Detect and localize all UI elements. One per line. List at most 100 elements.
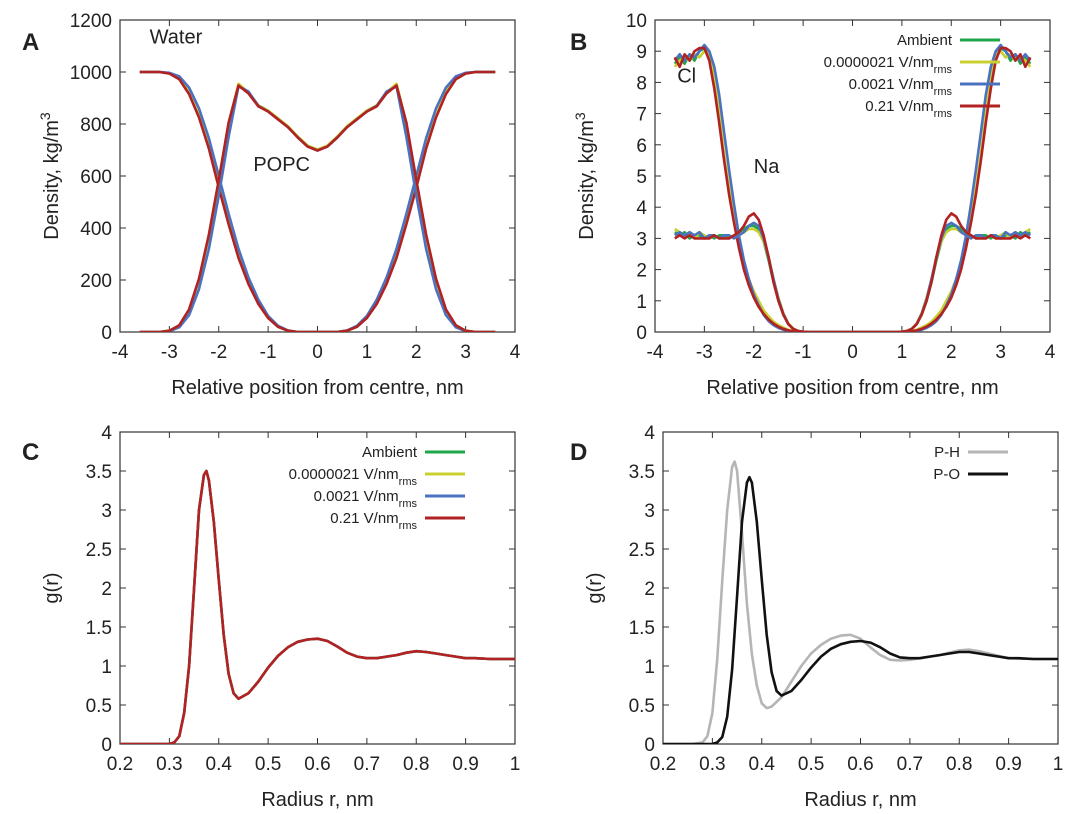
x-tick-label: 2 bbox=[946, 342, 957, 363]
y-tick-label: 4 bbox=[101, 423, 112, 444]
y-axis-label: g(r) bbox=[41, 572, 63, 603]
panel-b: B -4 -3 -2 -1 0 1 2 3 4 0 1 2 3 4 5 6 7 8 9 10 Relative posit… bbox=[570, 11, 1056, 399]
y-tick-label: 10 bbox=[626, 11, 647, 32]
legend-label: Ambient bbox=[897, 32, 953, 49]
y-axis-label: Density, kg/m3 bbox=[572, 112, 598, 240]
y-tick-label: 0 bbox=[636, 323, 647, 344]
panel-c: C 0.2 0.3 0.4 0.5 0.6 0.7 0.8 0.9 1 0 0.5 1 1.5 2 2.5 3 3… bbox=[22, 423, 520, 811]
x-tick-label: 0.9 bbox=[995, 754, 1021, 775]
y-tick-label: 1200 bbox=[70, 11, 112, 32]
x-tick-label: 0.3 bbox=[699, 754, 725, 775]
y-tick-label: 6 bbox=[636, 136, 647, 157]
y-tick-label: 3 bbox=[101, 501, 112, 522]
legend-label: P-H bbox=[934, 444, 960, 461]
x-tick-label: 1 bbox=[362, 342, 373, 363]
y-tick-label: 200 bbox=[80, 271, 112, 292]
y-tick-label: 4 bbox=[644, 423, 655, 444]
series-line-3 bbox=[120, 469, 515, 744]
y-tick-label: 8 bbox=[636, 73, 647, 94]
legend-label: 0.0000021 V/nmrms bbox=[824, 54, 953, 76]
y-axis-label: Density, kg/m3 bbox=[37, 112, 63, 240]
y-tick-label: 3.5 bbox=[629, 462, 655, 483]
y-tick-label: 0 bbox=[644, 735, 655, 756]
x-tick-label: 1 bbox=[510, 754, 521, 775]
y-tick-label: 1 bbox=[101, 657, 112, 678]
series-line-water-3 bbox=[139, 70, 496, 332]
y-tick-label: 1000 bbox=[70, 63, 112, 84]
legend-label: 0.0021 V/nmrms bbox=[314, 488, 418, 510]
x-tick-label: 0 bbox=[847, 342, 858, 363]
annotation-popc: POPC bbox=[253, 154, 310, 176]
series-line-water-2 bbox=[139, 70, 496, 332]
legend-label: 0.21 V/nmrms bbox=[330, 510, 417, 532]
y-tick-label: 600 bbox=[80, 167, 112, 188]
annotation-water: Water bbox=[150, 26, 203, 48]
y-tick-label: 3 bbox=[636, 229, 647, 250]
series-group bbox=[139, 70, 496, 332]
y-tick-label: 4 bbox=[636, 198, 647, 219]
annotation-na: Na bbox=[754, 156, 780, 178]
x-tick-label: -3 bbox=[161, 342, 178, 363]
x-tick-label: 0 bbox=[312, 342, 323, 363]
x-tick-label: 0.7 bbox=[354, 754, 380, 775]
legend-label: 0.0021 V/nmrms bbox=[849, 76, 953, 98]
x-tick-label: 4 bbox=[1045, 342, 1056, 363]
x-tick-label: -1 bbox=[795, 342, 812, 363]
y-tick-label: 7 bbox=[636, 105, 647, 126]
series-group bbox=[120, 469, 515, 744]
x-axis-label: Radius r, nm bbox=[261, 789, 373, 811]
x-tick-label: 0.5 bbox=[255, 754, 281, 775]
y-tick-label: 3 bbox=[644, 501, 655, 522]
y-tick-label: 3.5 bbox=[86, 462, 112, 483]
x-tick-label: 2 bbox=[411, 342, 422, 363]
panel-letter: A bbox=[22, 29, 39, 56]
y-tick-label: 0.5 bbox=[86, 696, 112, 717]
legend-label: 0.21 V/nmrms bbox=[865, 98, 952, 120]
series-line-cl-3 bbox=[673, 46, 1032, 332]
series-line-na-5 bbox=[674, 227, 1032, 332]
series-line-popc-7 bbox=[139, 84, 496, 332]
x-tick-label: -4 bbox=[647, 342, 664, 363]
x-axis-label: Radius r, nm bbox=[804, 789, 916, 811]
x-tick-label: 0.2 bbox=[650, 754, 676, 775]
annotation-cl: Cl bbox=[677, 65, 696, 87]
x-tick-label: 0.5 bbox=[798, 754, 824, 775]
x-tick-label: -1 bbox=[260, 342, 277, 363]
x-tick-label: -4 bbox=[112, 342, 129, 363]
x-axis-label: Relative position from centre, nm bbox=[706, 377, 998, 399]
y-tick-label: 2.5 bbox=[86, 540, 112, 561]
series-group bbox=[663, 460, 1058, 744]
x-tick-label: 3 bbox=[995, 342, 1006, 363]
y-tick-label: 2 bbox=[101, 579, 112, 600]
y-tick-label: 1 bbox=[644, 657, 655, 678]
legend-label: P-O bbox=[933, 466, 960, 483]
y-tick-label: 2 bbox=[644, 579, 655, 600]
y-tick-label: 1.5 bbox=[629, 618, 655, 639]
x-tick-label: 1 bbox=[897, 342, 908, 363]
y-tick-label: 0 bbox=[101, 323, 112, 344]
series-line-0 bbox=[663, 460, 1058, 744]
x-tick-label: -3 bbox=[696, 342, 713, 363]
x-tick-label: 0.4 bbox=[749, 754, 776, 775]
legend-label: Ambient bbox=[362, 444, 418, 461]
legend-label: 0.0000021 V/nmrms bbox=[289, 466, 418, 488]
x-tick-label: 0.8 bbox=[403, 754, 429, 775]
y-tick-label: 0 bbox=[101, 735, 112, 756]
y-tick-label: 2.5 bbox=[629, 540, 655, 561]
x-tick-label: 0.2 bbox=[107, 754, 133, 775]
panel-letter: B bbox=[570, 29, 587, 56]
panel-d: D 0.2 0.3 0.4 0.5 0.6 0.7 0.8 0.9 1 0 0.5 1 1.5 2 2.5 3 3… bbox=[570, 423, 1063, 811]
series-line-1 bbox=[120, 469, 515, 744]
x-tick-label: 0.8 bbox=[946, 754, 972, 775]
series-line-na-7 bbox=[674, 212, 1031, 332]
panel-letter: C bbox=[22, 439, 39, 466]
x-axis-label: Relative position from centre, nm bbox=[171, 377, 463, 399]
x-tick-label: 0.7 bbox=[897, 754, 923, 775]
series-line-na-6 bbox=[674, 221, 1031, 332]
x-tick-label: -2 bbox=[210, 342, 227, 363]
series-line-1 bbox=[663, 475, 1058, 744]
y-tick-label: 9 bbox=[636, 42, 647, 63]
y-tick-label: 1 bbox=[636, 292, 647, 313]
y-tick-label: 5 bbox=[636, 167, 647, 188]
